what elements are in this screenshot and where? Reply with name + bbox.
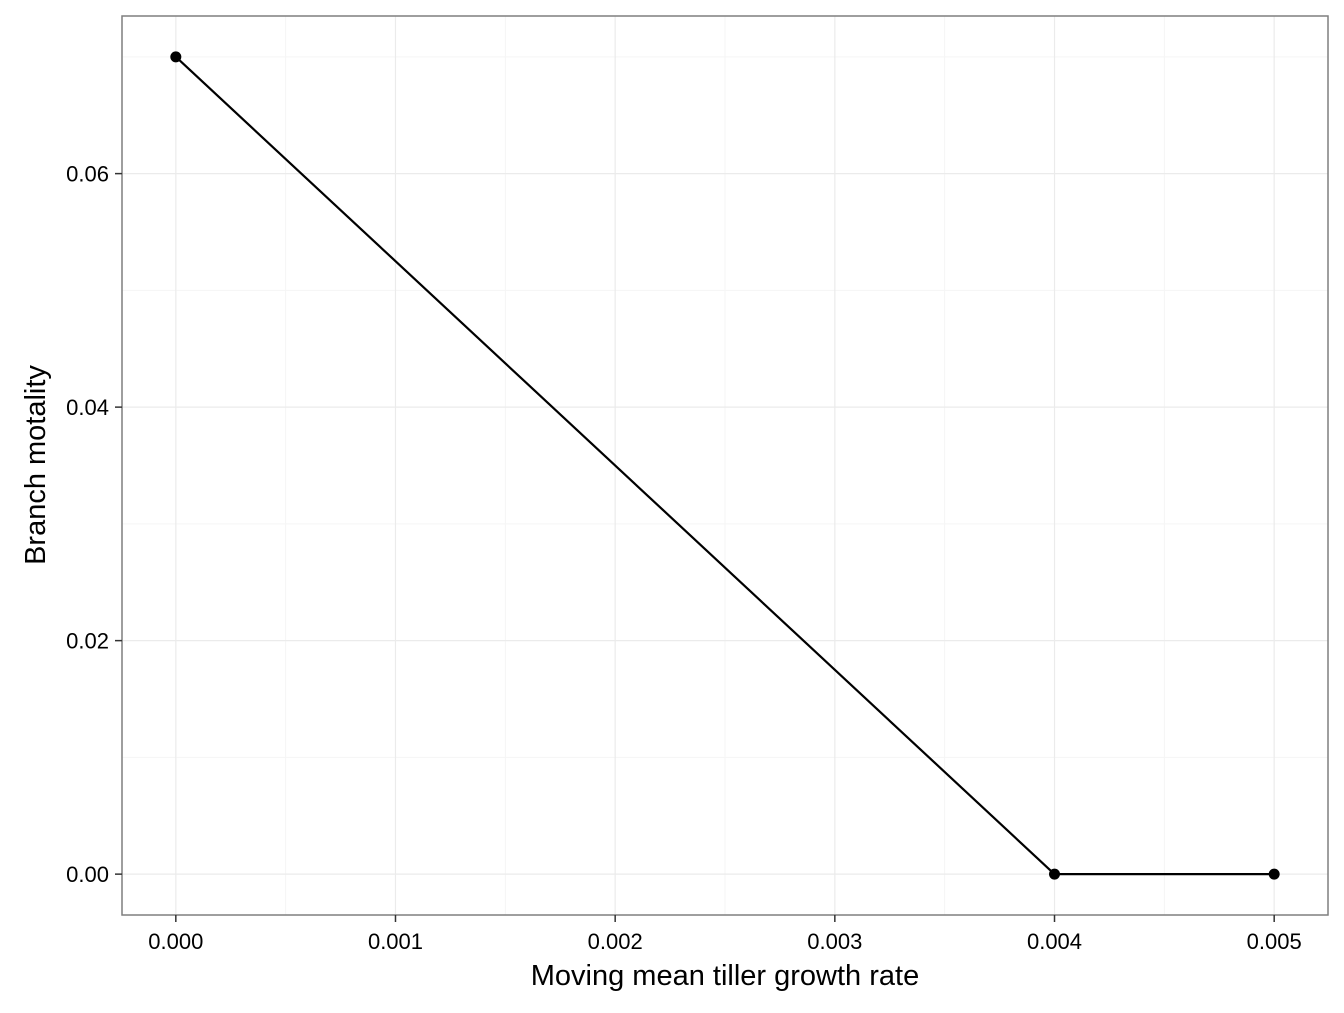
grid-lines [122, 16, 1328, 915]
data-point [1049, 868, 1061, 880]
data-series [170, 51, 1280, 880]
x-tick-label: 0.005 [1247, 929, 1302, 954]
x-tick-label: 0.003 [807, 929, 862, 954]
axes: 0.000 0.001 0.002 0.003 0.004 0.005 0.00 0.02 0.… [66, 162, 1302, 954]
y-tick-label: 0.00 [66, 862, 109, 887]
y-tick-label: 0.06 [66, 162, 109, 187]
x-axis-title: Moving mean tiller growth rate [531, 960, 919, 992]
x-tick-label: 0.004 [1027, 929, 1082, 954]
x-tick-label: 0.001 [368, 929, 423, 954]
data-point [1268, 868, 1280, 880]
x-tick-label: 0.000 [148, 929, 203, 954]
data-point [170, 51, 182, 63]
y-axis-title: Branch motality [20, 365, 52, 565]
y-tick-label: 0.02 [66, 629, 109, 654]
panel-border [121, 15, 1329, 916]
y-tick-label: 0.04 [66, 395, 109, 420]
x-tick-label: 0.002 [588, 929, 643, 954]
